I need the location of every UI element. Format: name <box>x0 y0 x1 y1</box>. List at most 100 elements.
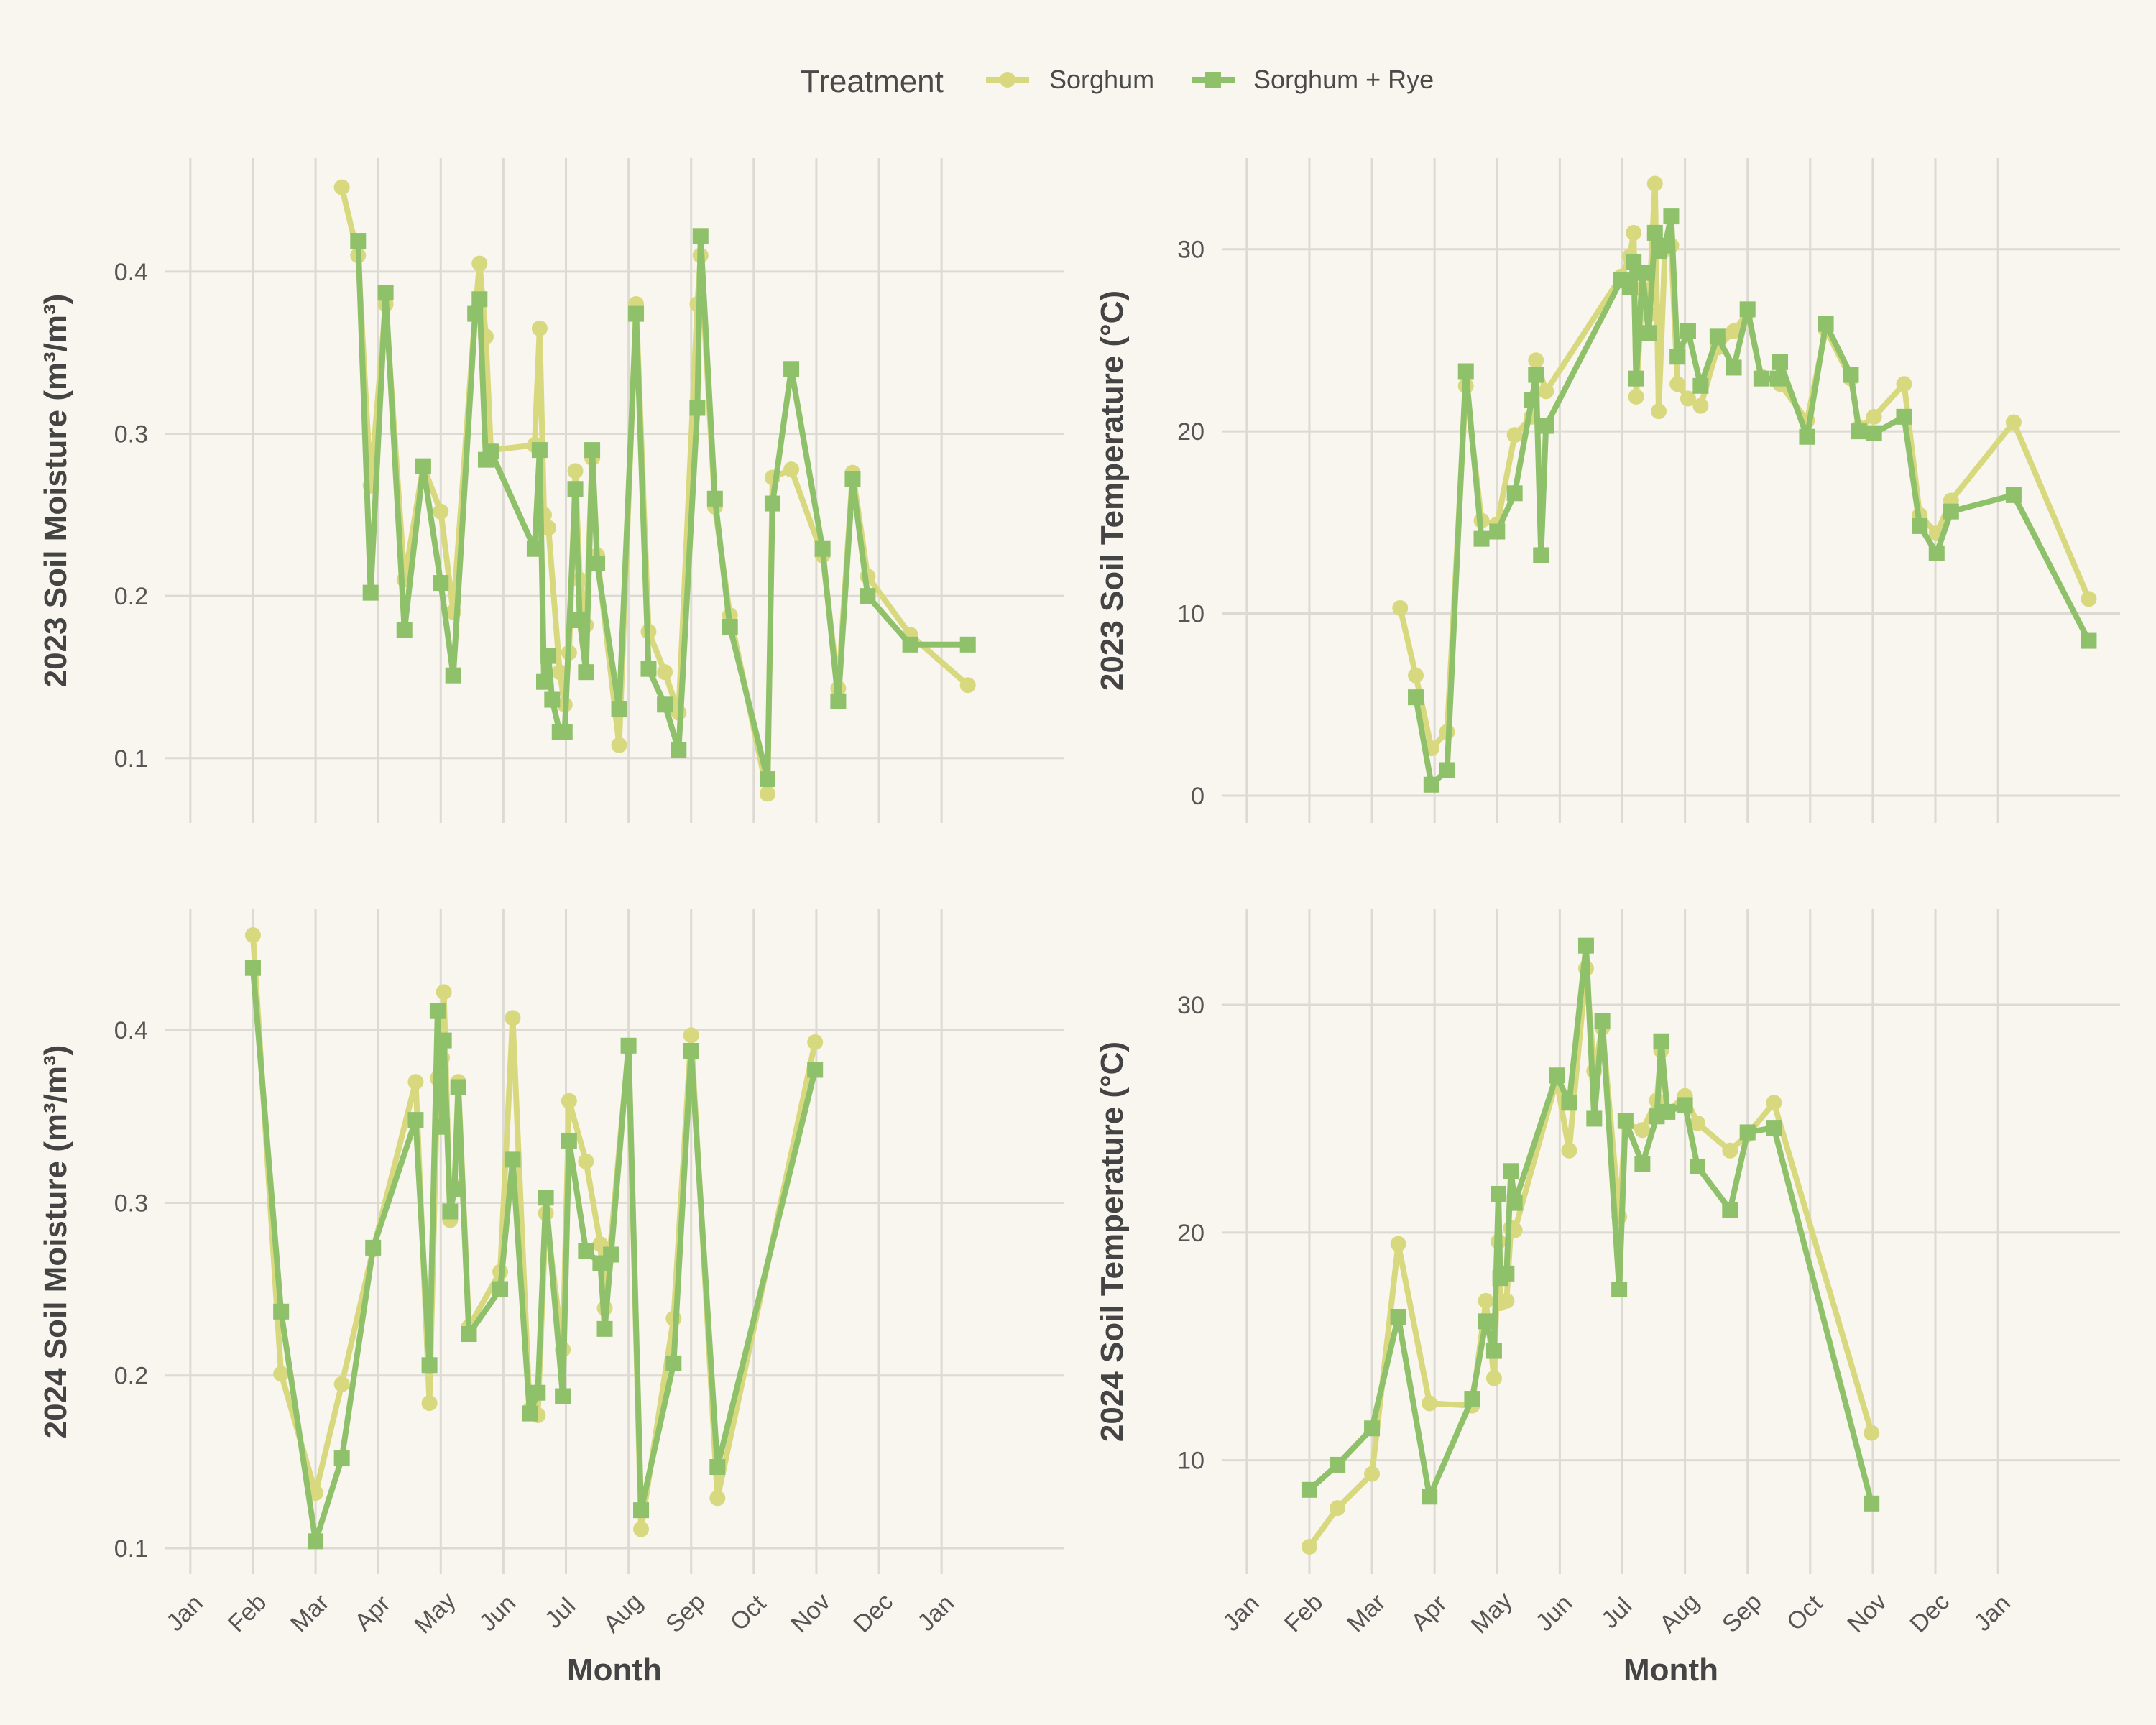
data-point-sorghum-0 <box>244 927 261 944</box>
data-point-sorghum-7 <box>1485 1370 1502 1386</box>
data-point-sorghum-rye-6 <box>1478 1313 1494 1330</box>
data-point-sorghum-15 <box>505 1010 521 1026</box>
x-axis-title: Month <box>567 1652 662 1688</box>
data-point-sorghum-rye-10 <box>1498 1265 1515 1282</box>
data-point-sorghum-rye-28 <box>683 1043 699 1059</box>
data-point-sorghum-16 <box>551 664 568 681</box>
data-point-sorghum-3 <box>1390 1236 1406 1252</box>
data-point-sorghum-rye-12 <box>1506 1195 1523 1211</box>
data-point-sorghum-rye-4 <box>365 1239 382 1256</box>
x-tick-label-apr: Apr <box>349 1590 395 1636</box>
data-point-sorghum-10 <box>1538 383 1554 400</box>
data-point-sorghum-rye-29 <box>709 1459 726 1476</box>
data-point-sorghum-rye-12 <box>1621 279 1638 295</box>
y-axis-title: 2024 Soil Temperature (°C) <box>1095 1041 1130 1442</box>
y-axis-title: 2024 Soil Moisture (m³/m³) <box>38 1045 73 1439</box>
y-tick-label-0-3: 0.3 <box>114 1190 148 1217</box>
data-point-sorghum-rye-12 <box>450 1079 466 1095</box>
data-point-sorghum-rye-7 <box>1485 1343 1502 1359</box>
data-point-sorghum-rye-6 <box>1506 485 1523 502</box>
data-point-sorghum-rye-5 <box>1489 523 1506 540</box>
data-point-sorghum-9 <box>471 255 488 272</box>
data-point-sorghum-rye-21 <box>578 1243 594 1259</box>
data-point-sorghum-rye-27 <box>671 742 687 758</box>
data-point-sorghum-rye-35 <box>1896 408 1912 425</box>
y-tick-label-30: 30 <box>1177 992 1204 1019</box>
data-point-sorghum-rye-24 <box>628 305 645 322</box>
data-point-sorghum-6 <box>421 1395 438 1412</box>
data-point-sorghum-rye-24 <box>603 1246 619 1263</box>
data-point-sorghum-rye-32 <box>759 771 775 788</box>
data-point-sorghum-rye-17 <box>1594 1013 1611 1029</box>
series-line-sorghum <box>1397 180 2092 752</box>
data-point-sorghum-rye-21 <box>584 442 601 459</box>
data-point-sorghum-rye-23 <box>611 702 627 718</box>
data-point-sorghum-25 <box>633 1521 650 1537</box>
data-point-sorghum-rye-1 <box>362 584 379 601</box>
x-tick-label-feb: Feb <box>223 1588 272 1637</box>
data-point-sorghum-17 <box>1646 175 1663 192</box>
data-point-sorghum-6 <box>1478 1292 1494 1309</box>
data-point-sorghum-rye-18 <box>567 481 584 497</box>
data-point-sorghum-0 <box>1392 599 1409 616</box>
data-point-sorghum-2 <box>1364 1466 1381 1482</box>
data-point-sorghum-35 <box>783 461 800 478</box>
data-point-sorghum-rye-32 <box>1843 367 1859 383</box>
data-point-sorghum-rye-8 <box>1491 1185 1507 1202</box>
y-tick-label-0-3: 0.3 <box>114 421 148 448</box>
data-point-sorghum-rye-10 <box>442 1203 459 1220</box>
data-point-sorghum-rye-26 <box>633 1502 650 1519</box>
data-point-sorghum-rye-5 <box>407 1112 424 1128</box>
chart-panels: 0.1 0.2 0.3 0.4 2023 Soil Moisture (m³/m³) 0 1… <box>38 158 2120 1688</box>
data-point-sorghum-rye-14 <box>1628 370 1644 387</box>
data-point-sorghum-rye-29 <box>1864 1495 1880 1512</box>
data-point-sorghum-rye-27 <box>1753 370 1769 387</box>
x-tick-label-jan: Jan <box>1217 1589 1265 1637</box>
data-point-sorghum-rye-39 <box>2005 487 2022 503</box>
data-point-sorghum-rye-17 <box>530 1384 546 1401</box>
data-point-sorghum-6 <box>433 503 449 520</box>
data-point-sorghum-rye-7 <box>429 1003 446 1019</box>
data-point-sorghum-21 <box>1669 376 1686 392</box>
data-point-sorghum-20 <box>1634 1122 1651 1138</box>
y-tick-label-0-2: 0.2 <box>114 583 148 610</box>
data-point-sorghum-4 <box>1422 1395 1438 1412</box>
data-point-sorghum-14 <box>1561 1142 1577 1159</box>
data-point-sorghum-rye-10 <box>482 443 499 460</box>
data-point-sorghum-rye-3 <box>1457 363 1474 380</box>
data-point-sorghum-9 <box>1528 352 1544 369</box>
data-point-sorghum-rye-31 <box>722 619 738 635</box>
data-point-sorghum-1 <box>1408 667 1424 684</box>
data-point-sorghum-rye-0 <box>1301 1481 1317 1498</box>
data-point-sorghum-rye-9 <box>1533 547 1549 564</box>
data-point-sorghum-rye-15 <box>1577 937 1594 954</box>
panel-top-left: 0.1 0.2 0.3 0.4 2023 Soil Moisture (m³/m³) <box>38 158 1064 823</box>
data-point-sorghum-rye-13 <box>461 1326 477 1343</box>
x-tick-label-feb: Feb <box>1279 1588 1328 1637</box>
data-point-sorghum-3 <box>333 1376 350 1392</box>
series-line-sorghum-rye <box>1307 942 1875 1506</box>
data-point-sorghum-rye-5 <box>1464 1391 1480 1407</box>
data-point-sorghum-rye-36 <box>830 693 847 709</box>
x-tick-label-jun: Jun <box>1531 1589 1578 1637</box>
data-point-sorghum-rye-39 <box>902 636 918 653</box>
data-point-sorghum-rye-14 <box>492 1281 509 1297</box>
data-point-sorghum-rye-15 <box>544 691 561 708</box>
data-point-sorghum-rye-11 <box>1503 1163 1519 1179</box>
data-point-sorghum-rye-30 <box>1799 428 1815 445</box>
data-point-sorghum-26 <box>1722 1142 1738 1159</box>
x-tick-label-nov: Nov <box>1842 1588 1892 1638</box>
data-point-sorghum-41 <box>959 677 976 694</box>
data-point-sorghum-rye-31 <box>1818 316 1834 332</box>
data-point-sorghum-rye-1 <box>1330 1456 1346 1473</box>
data-point-sorghum-rye-37 <box>844 471 861 487</box>
x-tick-label-mar: Mar <box>1342 1588 1391 1637</box>
data-point-sorghum-rye-16 <box>1641 325 1657 341</box>
data-point-sorghum-15 <box>540 520 557 536</box>
data-point-sorghum-34 <box>1866 408 1882 425</box>
data-point-sorghum-rye-21 <box>1669 349 1686 365</box>
data-point-sorghum-rye-4 <box>1422 1489 1438 1505</box>
data-point-sorghum-rye-27 <box>1739 1124 1756 1141</box>
data-point-sorghum-rye-22 <box>1680 323 1696 339</box>
